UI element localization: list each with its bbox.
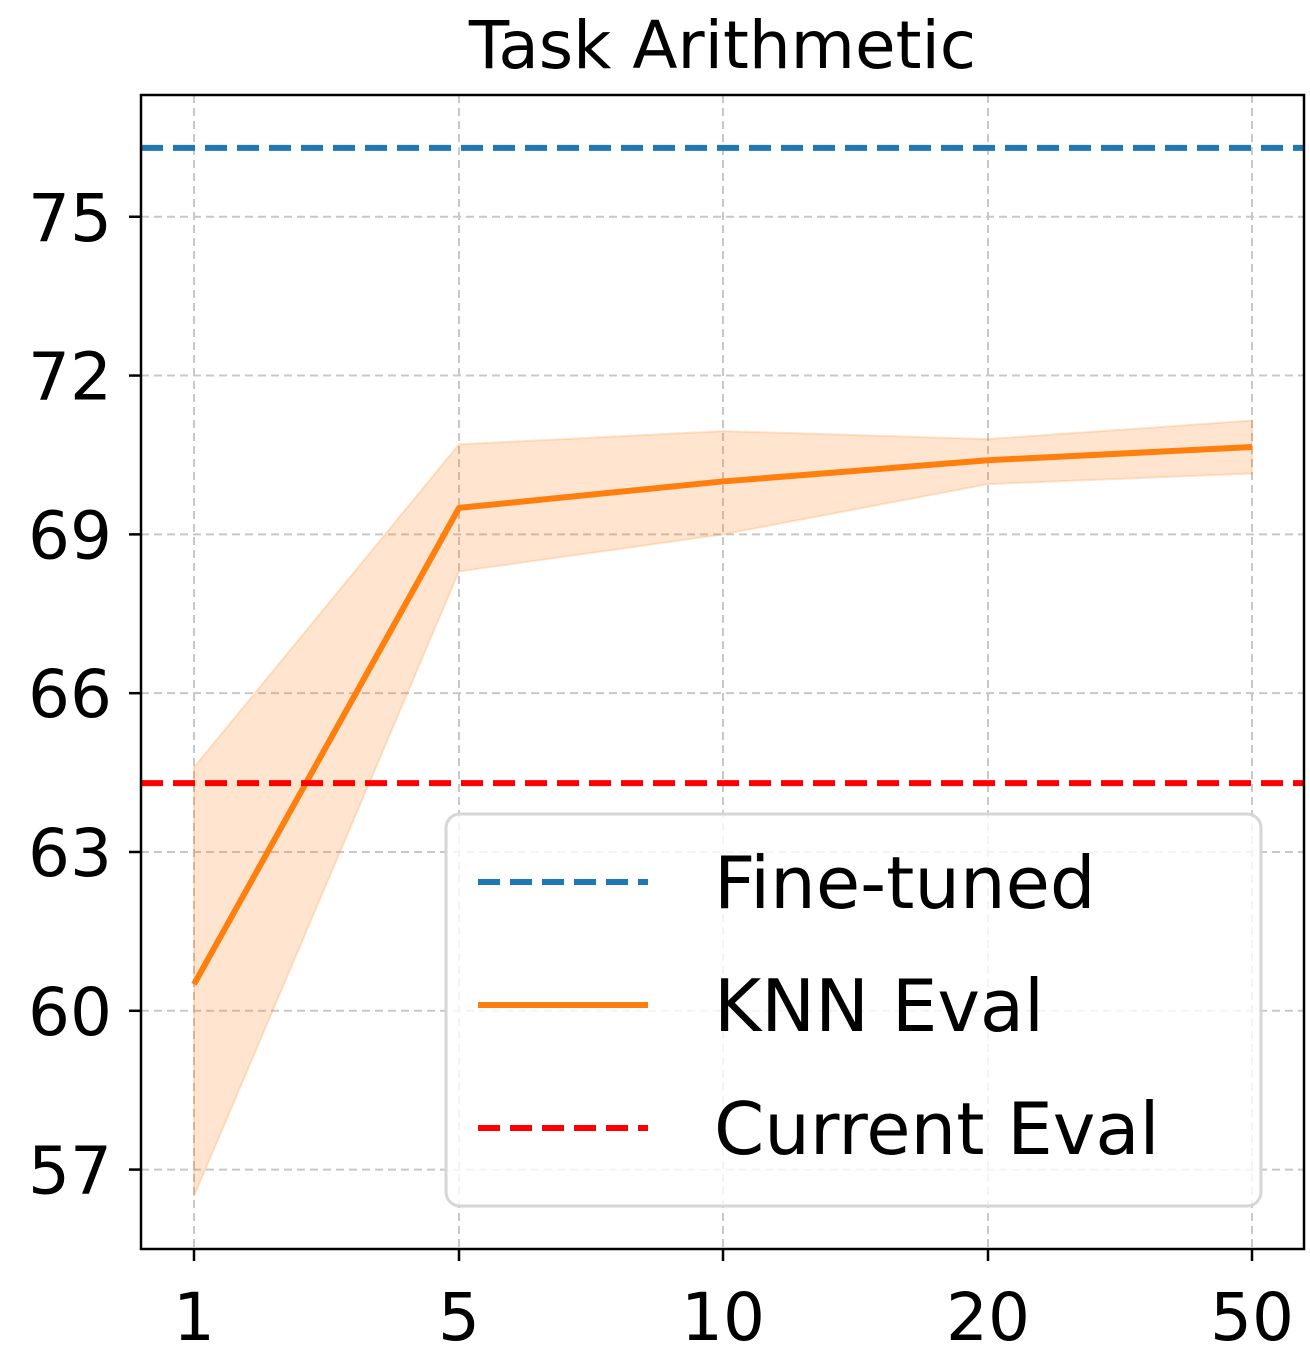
x-tick-label: 5 (438, 1279, 480, 1356)
legend-label: KNN Eval (714, 964, 1044, 1048)
x-tick-label: 10 (681, 1279, 765, 1356)
x-tick-label: 50 (1210, 1279, 1294, 1356)
y-tick-label: 66 (28, 656, 112, 733)
y-tick-label: 75 (28, 180, 112, 257)
y-tick-label: 60 (28, 974, 112, 1051)
axis-ticks: 1 5 10 20 50 57 60 63 66 69 72 75 (28, 180, 1294, 1356)
legend-box (444, 812, 1263, 1208)
chart-title: Task Arithmetic (468, 7, 976, 84)
legend-label: Fine-tuned (714, 841, 1096, 925)
y-tick-label: 63 (28, 815, 112, 892)
y-tick-label: 72 (28, 339, 112, 416)
y-tick-label: 57 (28, 1133, 112, 1210)
y-tick-label: 69 (28, 497, 112, 574)
x-tick-label: 1 (173, 1279, 215, 1356)
legend-label: Current Eval (714, 1087, 1160, 1171)
legend: Fine-tuned KNN Eval Current Eval (444, 812, 1263, 1208)
series-line-knn-eval (191, 444, 1253, 986)
x-tick-label: 20 (946, 1279, 1030, 1356)
series-band (193, 419, 1253, 1197)
plot-data (141, 144, 1304, 1197)
